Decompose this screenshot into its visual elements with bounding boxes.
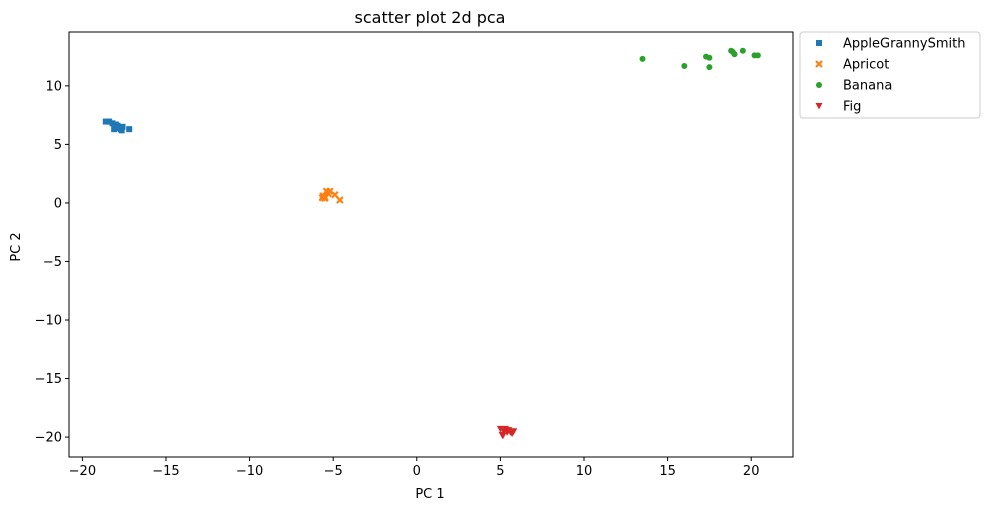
data-point (754, 52, 761, 59)
y-tick-label: −10 (35, 314, 62, 329)
axes-frame (68, 31, 794, 458)
y-tick-label: −15 (35, 372, 62, 387)
data-point (318, 193, 327, 202)
x-tick-label: 15 (659, 464, 676, 479)
series-applegrannysmith (102, 118, 133, 134)
data-point (126, 126, 133, 133)
legend-marker (815, 103, 823, 110)
x-tick-label: −10 (236, 464, 263, 479)
x-tick-label: −15 (152, 464, 179, 479)
data-point (496, 425, 504, 433)
data-point (331, 190, 339, 199)
data-point (639, 55, 646, 62)
data-point (510, 428, 518, 435)
data-point (109, 120, 116, 127)
data-point (102, 118, 109, 125)
legend-box (799, 31, 981, 119)
y-tick-label: −20 (35, 431, 62, 446)
series-apricot (318, 187, 344, 204)
series-fig (496, 425, 518, 440)
legend-item: AppleGrannySmith (816, 37, 965, 52)
y-tick-label: −5 (43, 255, 62, 270)
legend-label: Apricot (843, 58, 889, 73)
data-point (336, 196, 344, 204)
data-point (731, 51, 738, 58)
y-tick-label: 5 (54, 138, 62, 153)
x-axis-title: PC 1 (415, 487, 444, 502)
x-tick-label: −20 (69, 464, 96, 479)
data-point (106, 118, 113, 125)
data-point (681, 62, 688, 69)
data-point (706, 54, 713, 61)
y-tick-label: 0 (54, 196, 62, 211)
chart-title: scatter plot 2d pca (355, 8, 506, 27)
y-tick-label: 10 (45, 79, 62, 94)
x-tick-label: 20 (743, 464, 760, 479)
data-point (111, 126, 118, 133)
legend-item: Fig (815, 100, 861, 115)
data-point (502, 427, 510, 434)
x-tick-label: −5 (324, 464, 343, 479)
series-banana (639, 47, 761, 71)
data-point (499, 432, 507, 440)
data-point (706, 64, 713, 71)
data-point (116, 124, 123, 131)
legend-marker (816, 82, 822, 88)
legend-label: Banana (843, 79, 892, 94)
legend-marker (815, 60, 823, 68)
x-tick-label: 5 (496, 464, 504, 479)
x-tick-label: 10 (576, 464, 593, 479)
x-tick-label: 0 (413, 464, 421, 479)
legend-label: AppleGrannySmith (843, 37, 965, 52)
data-point (739, 47, 746, 54)
y-axis-title: PC 2 (9, 232, 24, 261)
legend-marker (816, 40, 822, 46)
legend-item: Banana (816, 79, 892, 94)
plot-area: −20 −15 −10 −5 0 5 10 15 20 −20 −15 −10 −5 0 5 10 (35, 31, 794, 479)
legend-item: Apricot (815, 58, 889, 73)
legend: AppleGrannySmith Apricot Banana Fig (799, 31, 981, 119)
legend-label: Fig (843, 100, 861, 115)
